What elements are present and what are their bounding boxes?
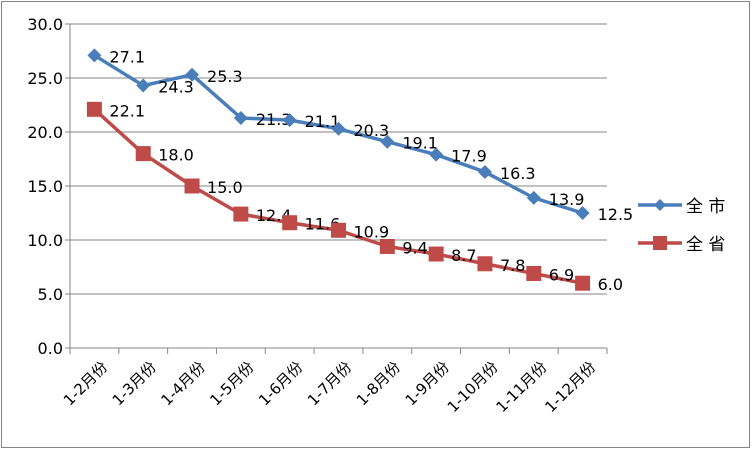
legend-item: 全 市 (638, 197, 725, 217)
x-tick-label: 1-3月份 (109, 358, 160, 409)
data-label: 24.3 (158, 78, 194, 97)
data-point-square (184, 178, 200, 194)
y-tick-label: 30.0 (27, 15, 63, 34)
x-tick-label: 1-6月份 (255, 358, 306, 409)
data-point-diamond (331, 121, 346, 136)
data-label: 10.9 (354, 222, 390, 241)
data-label: 18.0 (158, 146, 194, 165)
data-label: 12.5 (598, 205, 634, 224)
x-tick-label: 1-7月份 (304, 358, 355, 409)
y-tick-label: 10.0 (27, 231, 63, 250)
legend-label: 全 省 (686, 235, 725, 255)
x-tick-label: 1-2月份 (60, 358, 111, 409)
data-point-square (135, 146, 151, 162)
data-label: 22.1 (109, 101, 145, 120)
data-label: 6.0 (598, 275, 623, 294)
x-tick-label: 1-4月份 (158, 358, 209, 409)
x-tick-label: 1-11月份 (493, 358, 551, 416)
data-point-diamond (136, 78, 151, 93)
data-label: 6.9 (549, 265, 574, 284)
data-point-square (233, 206, 249, 222)
y-tick-label: 15.0 (27, 177, 63, 196)
y-tick-label: 20.0 (27, 123, 63, 142)
data-label: 7.8 (500, 256, 525, 275)
y-tick-label: 25.0 (27, 69, 63, 88)
data-label: 16.3 (500, 164, 536, 183)
series-province: 22.118.015.012.4 11.6 10.99.4 8.77.86.96.0全… (86, 101, 725, 294)
data-point-square (428, 246, 444, 262)
data-point-square (575, 275, 591, 291)
data-point-diamond (429, 147, 444, 162)
data-point-square (282, 215, 298, 231)
x-tick-label: 1-12月份 (541, 358, 599, 416)
data-label: 27.1 (109, 47, 145, 66)
data-point-diamond (185, 67, 200, 82)
data-label: 17.9 (451, 147, 487, 166)
series-city: 27.1 24.3 25.3 21.3 21.1 20.3 19.1 17.9 16.3 13.9… (87, 47, 725, 224)
data-point-square (477, 256, 493, 272)
data-label: 21.1 (305, 112, 341, 131)
data-point-diamond (575, 206, 590, 220)
y-tick-label: 0.0 (38, 339, 63, 358)
data-label: 25.3 (207, 67, 243, 86)
data-label: 9.4 (402, 238, 427, 257)
data-label: 19.1 (402, 134, 438, 153)
legend-diamond-icon (654, 199, 666, 211)
data-point-square (526, 265, 542, 281)
data-label: 15.0 (207, 178, 243, 197)
x-tick-label: 1-10月份 (444, 358, 502, 416)
x-tick-label: 1-5月份 (206, 358, 257, 409)
data-point-square (331, 222, 346, 238)
data-label: 21.3 (256, 110, 292, 129)
legend-item: 全 省 (638, 235, 725, 255)
data-point-diamond (233, 110, 248, 125)
y-tick-label: 5.0 (38, 285, 63, 304)
data-point-diamond (526, 190, 541, 205)
x-tick-label: 1-8月份 (353, 358, 404, 409)
data-point-diamond (477, 164, 492, 179)
data-label: 8.7 (451, 246, 476, 265)
data-point-square (379, 238, 395, 254)
data-label: 20.3 (354, 121, 390, 140)
data-point-square (86, 101, 102, 117)
legend-label: 全 市 (686, 197, 725, 217)
data-point-diamond (282, 113, 297, 128)
data-point-diamond (380, 134, 395, 149)
legend-square-icon (653, 236, 667, 250)
data-label: 13.9 (549, 190, 585, 209)
data-point-diamond (87, 48, 102, 63)
